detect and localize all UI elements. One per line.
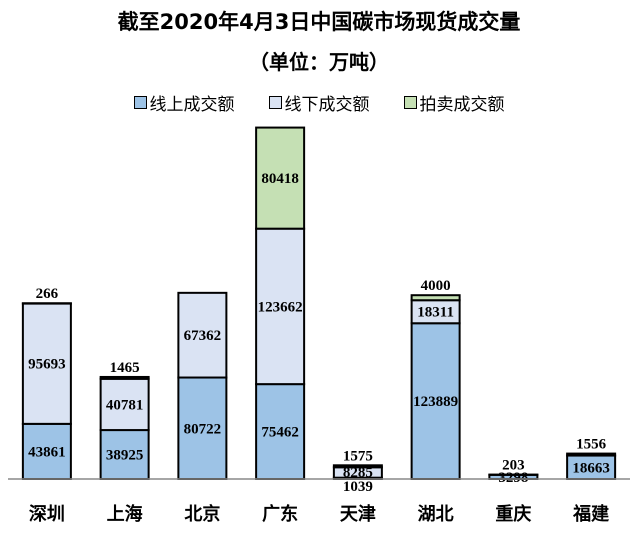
data-label: 43861 bbox=[28, 444, 66, 460]
category-label: 广东 bbox=[262, 503, 298, 525]
legend-label: 拍卖成交额 bbox=[419, 95, 505, 115]
data-label: 3298 bbox=[498, 470, 528, 486]
data-label: 80722 bbox=[184, 421, 222, 437]
data-label: 38925 bbox=[106, 448, 144, 464]
bar-segment bbox=[21, 302, 72, 425]
data-label: 1465 bbox=[110, 360, 140, 376]
data-label: 203 bbox=[502, 458, 525, 474]
bar-segment bbox=[177, 291, 228, 379]
chart-title: 截至2020年4月3日中国碳市场现货成交量 bbox=[117, 10, 521, 34]
bar-segment bbox=[255, 126, 306, 230]
data-label: 1575 bbox=[343, 448, 373, 464]
chart-subtitle: （单位：万吨） bbox=[249, 50, 389, 74]
legend-item-online: 线上成交额 bbox=[133, 90, 235, 115]
legend-swatch bbox=[268, 96, 282, 109]
data-label: 80418 bbox=[261, 171, 299, 187]
data-label: 40781 bbox=[106, 397, 144, 413]
data-label: 123889 bbox=[413, 394, 458, 410]
legend-swatch bbox=[133, 96, 147, 109]
bar-segment bbox=[99, 377, 150, 432]
data-label: 18311 bbox=[417, 305, 454, 321]
bar-segment bbox=[332, 464, 383, 469]
legend-label: 线下成交额 bbox=[284, 95, 370, 115]
bar-segment bbox=[99, 375, 150, 380]
category-label: 湖北 bbox=[418, 504, 454, 525]
data-label: 95693 bbox=[28, 357, 66, 373]
data-label: 75462 bbox=[261, 425, 299, 441]
legend-item-auction: 拍卖成交额 bbox=[403, 90, 505, 115]
bar-segment bbox=[99, 429, 150, 480]
category-label: 重庆 bbox=[495, 503, 531, 525]
bar-segment bbox=[410, 294, 461, 302]
legend-item-offline: 线下成交额 bbox=[268, 90, 370, 115]
data-label: 8285 bbox=[343, 465, 373, 481]
data-label: 266 bbox=[36, 286, 59, 302]
legend-swatch bbox=[403, 96, 417, 109]
category-label: 天津 bbox=[340, 503, 376, 525]
category-label: 北京 bbox=[184, 503, 220, 525]
legend: 线上成交额 线下成交额 拍卖成交额 bbox=[0, 90, 638, 115]
data-label: 123662 bbox=[258, 299, 303, 315]
category-label: 上海 bbox=[107, 503, 143, 525]
data-label: 18663 bbox=[572, 460, 610, 476]
bar-segment bbox=[410, 322, 461, 480]
bar-segment bbox=[255, 227, 306, 386]
category-label: 福建 bbox=[572, 503, 609, 525]
data-label: 1039 bbox=[343, 479, 373, 495]
category-label: 深圳 bbox=[29, 503, 65, 525]
data-label: 67362 bbox=[184, 328, 222, 344]
data-label: 1556 bbox=[576, 437, 607, 453]
bar-segment bbox=[255, 383, 306, 480]
legend-label: 线上成交额 bbox=[149, 95, 235, 115]
data-label: 4000 bbox=[421, 278, 451, 294]
bar-segment bbox=[566, 452, 617, 457]
bar-segment bbox=[177, 376, 228, 480]
